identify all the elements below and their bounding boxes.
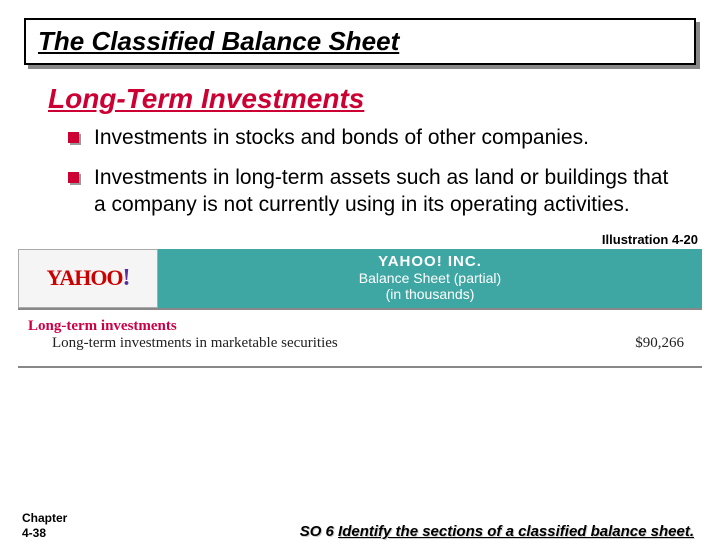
yahoo-logo: YAHOO! [18, 249, 158, 308]
bullet-list: Investments in stocks and bonds of other… [90, 125, 680, 218]
title-bar: The Classified Balance Sheet [24, 18, 696, 65]
list-item: Investments in long-term assets such as … [90, 165, 680, 218]
figure-body: Long-term investments Long-term investme… [18, 308, 702, 368]
figure-header: YAHOO! YAHOO! INC. Balance Sheet (partia… [18, 249, 702, 308]
figure-banner: YAHOO! INC. Balance Sheet (partial) (in … [158, 249, 702, 308]
learning-objective: SO 6 Identify the sections of a classifi… [300, 523, 694, 540]
table-row: Long-term investments in marketable secu… [22, 335, 696, 352]
banner-subtitle-1: Balance Sheet (partial) [158, 270, 702, 286]
illustration-label: Illustration 4-20 [0, 232, 698, 247]
chapter-line1: Chapter [22, 511, 67, 525]
chapter-label: Chapter 4-38 [22, 511, 67, 540]
so-prefix: SO 6 [300, 523, 338, 540]
section-heading: Long-Term Investments [48, 83, 720, 115]
row-value: $90,266 [635, 335, 684, 352]
footer: Chapter 4-38 SO 6 Identify the sections … [0, 511, 720, 540]
row-label: Long-term investments in marketable secu… [52, 335, 338, 352]
so-text: Identify the sections of a classified ba… [338, 523, 694, 540]
chapter-line2: 4-38 [22, 526, 46, 540]
logo-bang: ! [123, 265, 130, 292]
logo-text: YAHOO [46, 265, 122, 291]
list-item: Investments in stocks and bonds of other… [90, 125, 680, 151]
row-heading: Long-term investments [22, 318, 696, 335]
balance-sheet-figure: YAHOO! YAHOO! INC. Balance Sheet (partia… [18, 249, 702, 368]
banner-subtitle-2: (in thousands) [158, 286, 702, 302]
company-name: YAHOO! INC. [158, 253, 702, 270]
slide-title: The Classified Balance Sheet [26, 20, 694, 63]
